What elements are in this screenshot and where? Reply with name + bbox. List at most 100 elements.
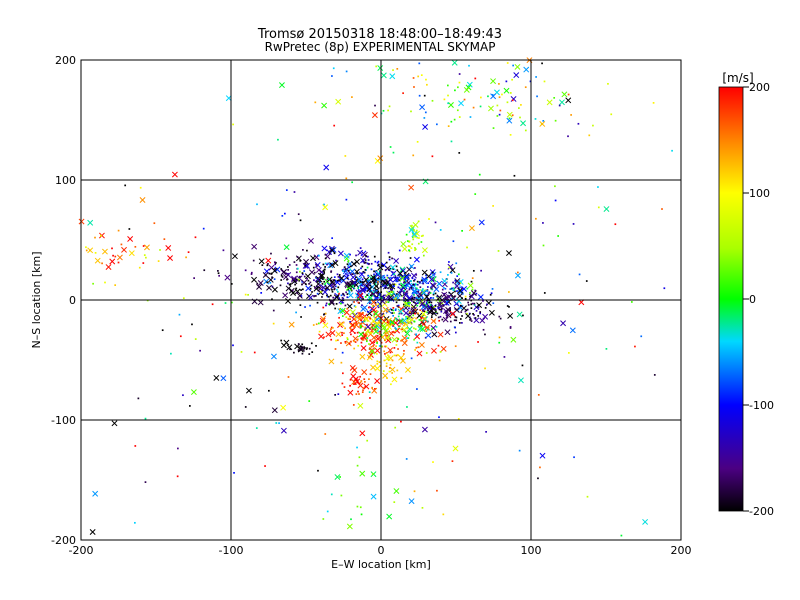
data-point-x xyxy=(408,498,415,505)
data-point-dot xyxy=(413,327,415,330)
y-tick-labels: -200 -100 0 100 200 xyxy=(51,54,76,547)
data-point-x xyxy=(416,294,423,301)
data-point-dot xyxy=(417,281,420,283)
data-point-dot xyxy=(496,115,499,117)
data-point-dot xyxy=(222,249,225,252)
data-point-dot xyxy=(388,105,391,108)
data-point-dot xyxy=(447,94,449,97)
data-point-dot xyxy=(303,275,306,278)
data-point-x xyxy=(421,426,428,433)
data-point-dot xyxy=(421,506,424,509)
data-point-dot xyxy=(473,302,476,305)
data-point-dot xyxy=(400,339,402,342)
data-point-dot xyxy=(389,146,392,148)
data-point-dot xyxy=(485,430,487,433)
data-point-x xyxy=(405,366,411,373)
data-point-dot xyxy=(364,289,367,292)
data-point-dot xyxy=(112,254,114,257)
data-point-dot xyxy=(92,282,94,285)
data-point-dot xyxy=(371,386,374,389)
data-point-x xyxy=(387,276,394,283)
data-point-dot xyxy=(303,347,305,350)
data-point-dot xyxy=(465,309,468,312)
data-point-x xyxy=(442,316,449,323)
data-point-dot xyxy=(382,314,385,317)
data-point-dot xyxy=(296,256,299,258)
data-point-dot xyxy=(347,260,350,263)
data-point-dot xyxy=(572,223,575,225)
data-point-x xyxy=(347,292,354,299)
data-point-dot xyxy=(470,307,473,309)
data-point-dot xyxy=(376,261,379,264)
data-point-dot xyxy=(392,314,395,317)
data-point-x xyxy=(105,264,112,271)
data-point-dot xyxy=(398,325,400,328)
data-point-x xyxy=(569,327,576,334)
data-point-dot xyxy=(420,316,423,319)
data-point-x xyxy=(381,324,388,331)
data-point-x xyxy=(319,272,326,279)
colorbar-tick-label: -100 xyxy=(749,399,774,412)
data-point-dot xyxy=(447,125,450,128)
data-point-x xyxy=(257,280,264,286)
data-point-dot xyxy=(328,303,330,306)
data-point-dot xyxy=(300,295,303,297)
data-point-x xyxy=(335,98,342,105)
data-point-dot xyxy=(415,317,417,320)
data-point-dot xyxy=(281,276,284,278)
data-point-x xyxy=(424,324,431,331)
data-point-dot xyxy=(429,308,432,310)
data-point-dot xyxy=(430,306,433,309)
data-point-dot xyxy=(370,268,373,271)
data-point-dot xyxy=(394,283,397,286)
data-point-dot xyxy=(428,305,430,308)
data-point-dot xyxy=(377,280,379,283)
data-point-x xyxy=(353,313,360,320)
data-point-x xyxy=(560,320,567,327)
data-point-dot xyxy=(85,246,87,249)
data-point-dot xyxy=(394,308,397,310)
data-point-x xyxy=(397,270,404,277)
data-point-dot xyxy=(366,323,368,326)
data-point-x xyxy=(357,402,364,409)
data-point-dot xyxy=(120,243,123,246)
data-point-dot xyxy=(280,339,283,342)
data-point-dot xyxy=(393,501,396,503)
data-point-dot xyxy=(373,341,376,344)
data-point-dot xyxy=(297,298,300,301)
data-point-dot xyxy=(217,270,219,272)
data-point-x xyxy=(283,339,290,346)
data-point-dot xyxy=(456,109,459,112)
colorbar-label: [m/s] xyxy=(722,71,753,85)
data-point-dot xyxy=(378,294,381,296)
data-point-dot xyxy=(366,294,369,296)
data-point-dot xyxy=(474,289,477,292)
data-point-x xyxy=(251,243,258,250)
data-point-dot xyxy=(377,330,380,333)
data-point-dot xyxy=(508,291,510,293)
data-point-x xyxy=(304,273,311,280)
data-point-x xyxy=(412,308,419,315)
data-point-dot xyxy=(359,506,362,509)
data-point-dot xyxy=(418,325,420,328)
data-point-dot xyxy=(153,222,156,225)
data-point-x xyxy=(360,345,367,352)
data-point-dot xyxy=(490,292,493,295)
data-point-dot xyxy=(420,235,423,237)
data-point-dot xyxy=(335,281,337,283)
data-point-dot xyxy=(451,287,453,290)
data-point-dot xyxy=(607,82,609,85)
data-point-dot xyxy=(541,62,543,65)
data-point-dot xyxy=(375,65,378,68)
data-point-dot xyxy=(359,381,362,384)
data-point-dot xyxy=(392,273,394,276)
data-point-dot xyxy=(317,322,320,325)
data-point-dot xyxy=(365,278,368,281)
data-point-dot xyxy=(323,271,326,273)
data-point-x xyxy=(468,225,475,232)
data-point-dot xyxy=(373,270,375,273)
data-point-dot xyxy=(357,390,359,393)
data-point-dot xyxy=(293,351,295,354)
data-point-x xyxy=(373,283,380,290)
data-point-dot xyxy=(270,252,272,255)
